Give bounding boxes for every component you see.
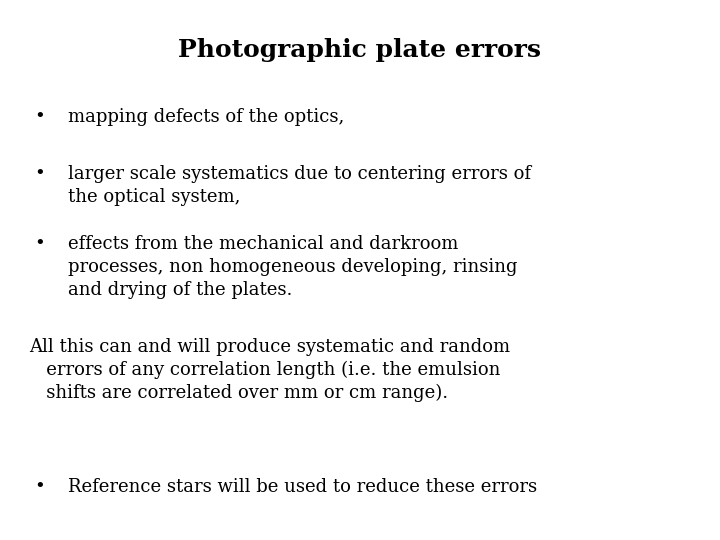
Text: •: •: [35, 478, 45, 496]
Text: Photographic plate errors: Photographic plate errors: [179, 38, 541, 62]
Text: effects from the mechanical and darkroom
processes, non homogeneous developing, : effects from the mechanical and darkroom…: [68, 235, 518, 299]
Text: All this can and will produce systematic and random
   errors of any correlation: All this can and will produce systematic…: [29, 338, 510, 402]
Text: Reference stars will be used to reduce these errors: Reference stars will be used to reduce t…: [68, 478, 538, 496]
Text: •: •: [35, 235, 45, 253]
Text: •: •: [35, 108, 45, 126]
Text: mapping defects of the optics,: mapping defects of the optics,: [68, 108, 345, 126]
Text: larger scale systematics due to centering errors of
the optical system,: larger scale systematics due to centerin…: [68, 165, 531, 206]
Text: •: •: [35, 165, 45, 183]
